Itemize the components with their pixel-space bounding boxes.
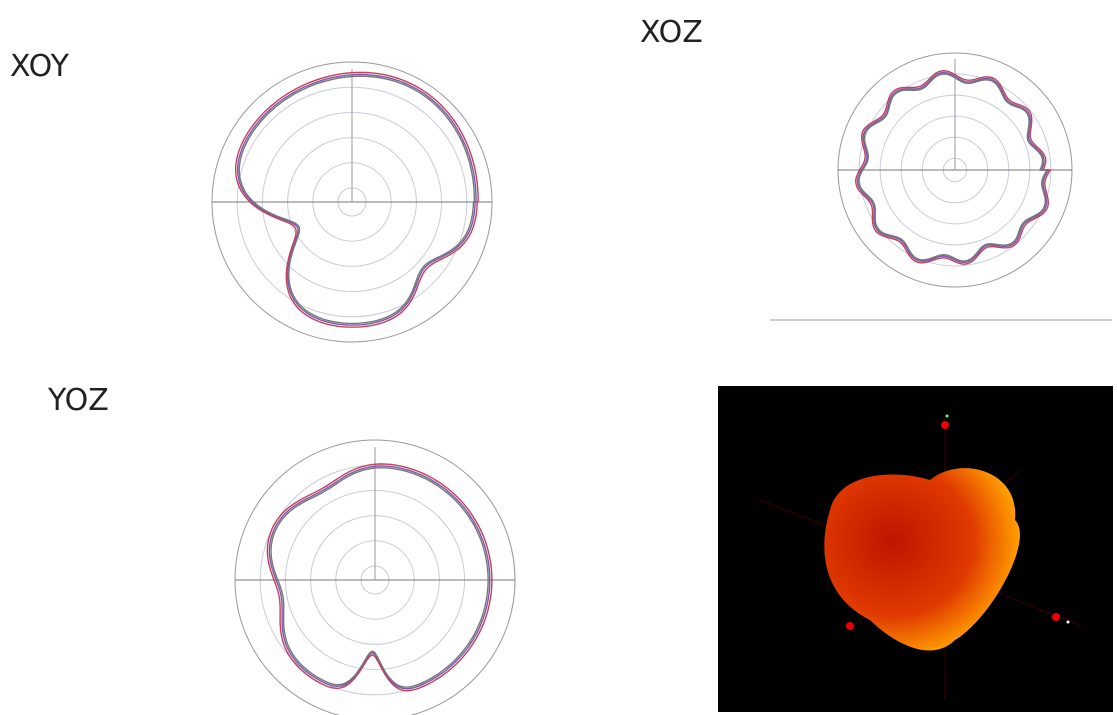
render-3d [718, 386, 1113, 712]
panel-label: YOZ [47, 383, 109, 418]
polar-plot [838, 53, 1072, 287]
pattern-curve [269, 466, 489, 689]
panel-label: XOZ [640, 15, 703, 50]
polar-plot [212, 62, 492, 342]
panel-label: XOY [10, 49, 70, 84]
figure: XOY XOZ YOZ [0, 0, 1117, 715]
polar-plot [235, 440, 515, 715]
